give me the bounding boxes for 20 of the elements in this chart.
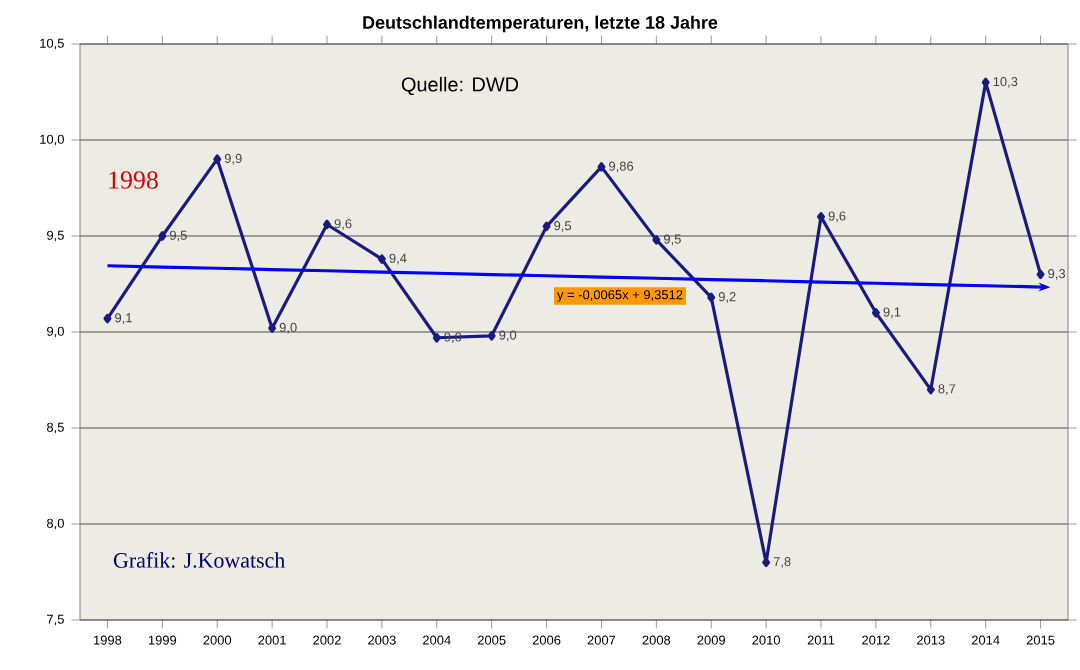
point: [926, 384, 935, 395]
annotation: Quelle: DWD: [401, 76, 519, 96]
point: [871, 308, 880, 318]
point: [597, 162, 606, 172]
chart-title: Deutschlandtemperaturen, letzte 18 Jahre: [363, 15, 718, 33]
point: [817, 212, 825, 222]
point: [213, 154, 222, 164]
point: [707, 292, 716, 303]
point: [158, 231, 167, 241]
point: [268, 323, 277, 333]
point: [652, 235, 661, 245]
point: [542, 221, 551, 232]
point: [487, 331, 496, 341]
point: [432, 332, 441, 343]
point: [377, 254, 386, 264]
point: [1036, 269, 1045, 280]
point: [103, 313, 112, 324]
annotation: 1998: [109, 171, 158, 189]
annotation: Grafik: J.Kowatsch: [113, 552, 285, 568]
point: [323, 219, 331, 230]
